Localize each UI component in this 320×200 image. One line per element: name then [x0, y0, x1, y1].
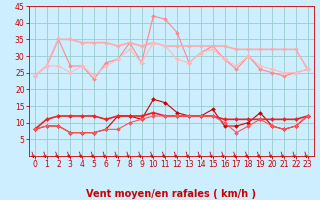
X-axis label: Vent moyen/en rafales ( km/h ): Vent moyen/en rafales ( km/h ) [86, 189, 256, 199]
